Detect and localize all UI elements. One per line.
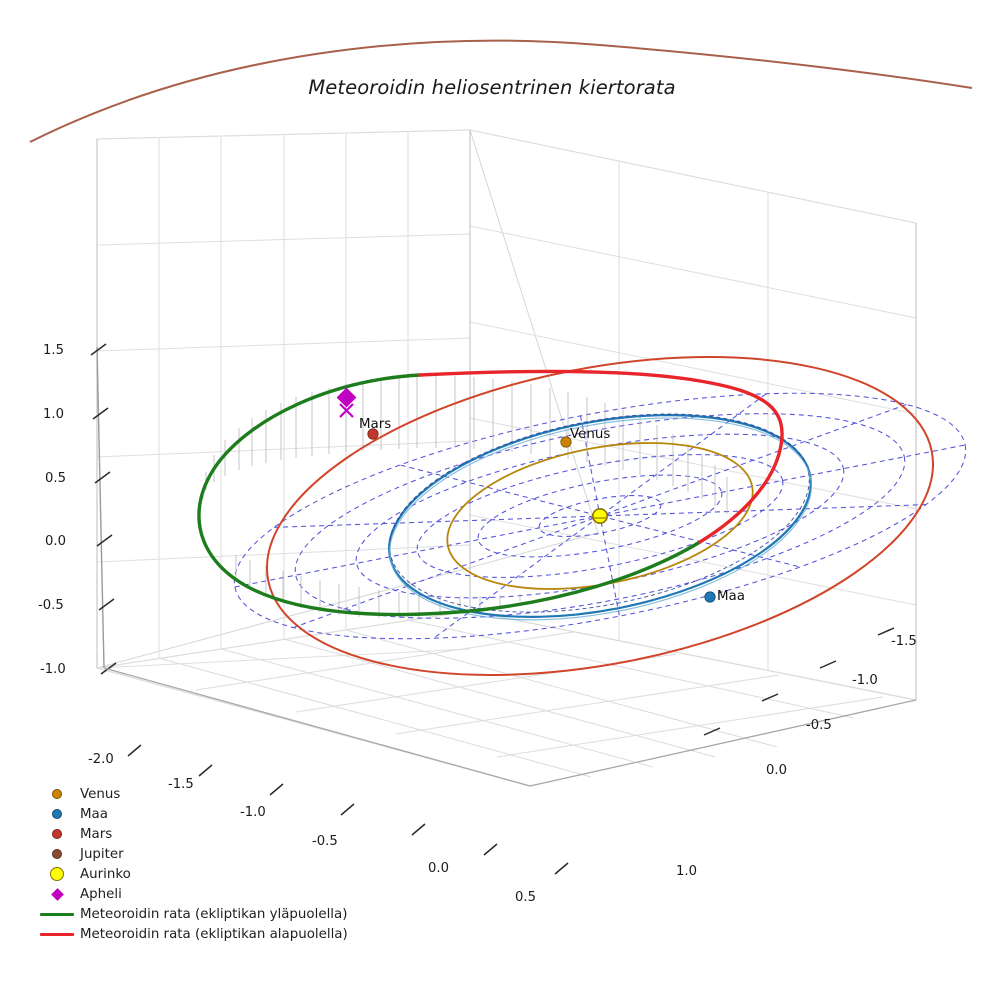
legend: Venus Maa Mars Jupiter Aurinko Apheli Meteoroi…: [34, 784, 364, 945]
venus-marker: [560, 436, 572, 448]
y-axis: [529, 627, 917, 787]
legend-item-maa[interactable]: Maa: [34, 804, 364, 824]
legend-item-jupiter[interactable]: Jupiter: [34, 844, 364, 864]
z-axis: [90, 343, 117, 675]
x-tick-5: 0.5: [515, 890, 536, 905]
legend-item-meteoroidin[interactable]: Meteoroidin rata (ekliptikan yläpuolella…: [34, 905, 364, 925]
earth-label: Maa: [717, 589, 745, 604]
jupiter-orbit: [29, 39, 973, 143]
mars-marker: [367, 428, 379, 440]
legend-dot-icon: [52, 829, 62, 840]
legend-dot-icon: [52, 789, 62, 800]
x-tick-6: 1.0: [676, 864, 697, 879]
x-tick-2: -1.0: [240, 805, 266, 820]
x-tick-1: -1.5: [168, 777, 194, 792]
legend-item-label: Venus: [80, 786, 121, 802]
legend-diamond-icon: [50, 888, 64, 901]
legend-line-icon: [40, 933, 74, 936]
y-tick-3: 0.0: [766, 763, 787, 778]
meteoroid-above-ecliptic: [197, 373, 702, 617]
axes-edges: [96, 130, 917, 700]
legend-marker-icon: [34, 844, 80, 864]
legend-line-swatch: [34, 905, 80, 925]
mars-label: Mars: [359, 417, 392, 432]
legend-marker-icon: [34, 864, 80, 884]
legend-item-meteoroidin[interactable]: Meteoroidin rata (ekliptikan alapuolella…: [34, 925, 364, 945]
legend-dot-icon: [50, 867, 64, 882]
legend-line-swatch: [34, 925, 80, 945]
legend-line-icon: [40, 913, 74, 916]
x-tick-0: -2.0: [88, 752, 114, 767]
earth-orbit: [388, 413, 813, 621]
x-tick-3: -0.5: [312, 834, 338, 849]
meteoroid-orbit: [197, 369, 784, 617]
legend-item-label: Meteoroidin rata (ekliptikan yläpuolella…: [80, 907, 348, 923]
legend-item-apheli[interactable]: Apheli: [34, 884, 364, 904]
legend-item-label: Aurinko: [80, 866, 131, 882]
y-tick-1: -1.0: [852, 673, 878, 688]
z-tick-4: -0.5: [38, 598, 64, 613]
legend-item-label: Apheli: [80, 887, 122, 903]
venus-label: Venus: [570, 427, 611, 442]
earth-marker: [704, 591, 716, 603]
z-tick-2: 0.5: [45, 471, 66, 486]
legend-item-label: Meteoroidin rata (ekliptikan alapuolella…: [80, 927, 348, 943]
legend-dot-icon: [52, 809, 62, 820]
legend-item-venus[interactable]: Venus: [34, 784, 364, 804]
legend-marker-icon: [34, 784, 80, 804]
legend-item-label: Maa: [80, 806, 108, 822]
z-tick-3: 0.0: [45, 534, 66, 549]
legend-item-label: Jupiter: [80, 846, 124, 862]
z-tick-5: -1.0: [40, 662, 66, 677]
y-tick-0: -1.5: [891, 634, 917, 649]
z-tick-0: 1.5: [43, 343, 64, 358]
sun-marker: [591, 507, 608, 524]
legend-marker-icon: [34, 804, 80, 824]
pane-floor: [96, 610, 917, 787]
legend-marker-icon: [34, 824, 80, 844]
legend-item-label: Mars: [80, 826, 113, 842]
z-tick-1: 1.0: [43, 407, 64, 422]
legend-dot-icon: [52, 849, 62, 860]
y-tick-2: -0.5: [806, 718, 832, 733]
meteoroid-below-ecliptic: [418, 369, 784, 544]
legend-item-mars[interactable]: Mars: [34, 824, 364, 844]
legend-marker-icon: [34, 885, 80, 905]
aphelion-marker: [336, 387, 357, 418]
x-axis: [103, 667, 569, 875]
legend-item-aurinko[interactable]: Aurinko: [34, 864, 364, 884]
x-tick-4: 0.0: [428, 861, 449, 876]
page-title: Meteoroidin heliosentrinen kiertorata: [308, 76, 676, 99]
